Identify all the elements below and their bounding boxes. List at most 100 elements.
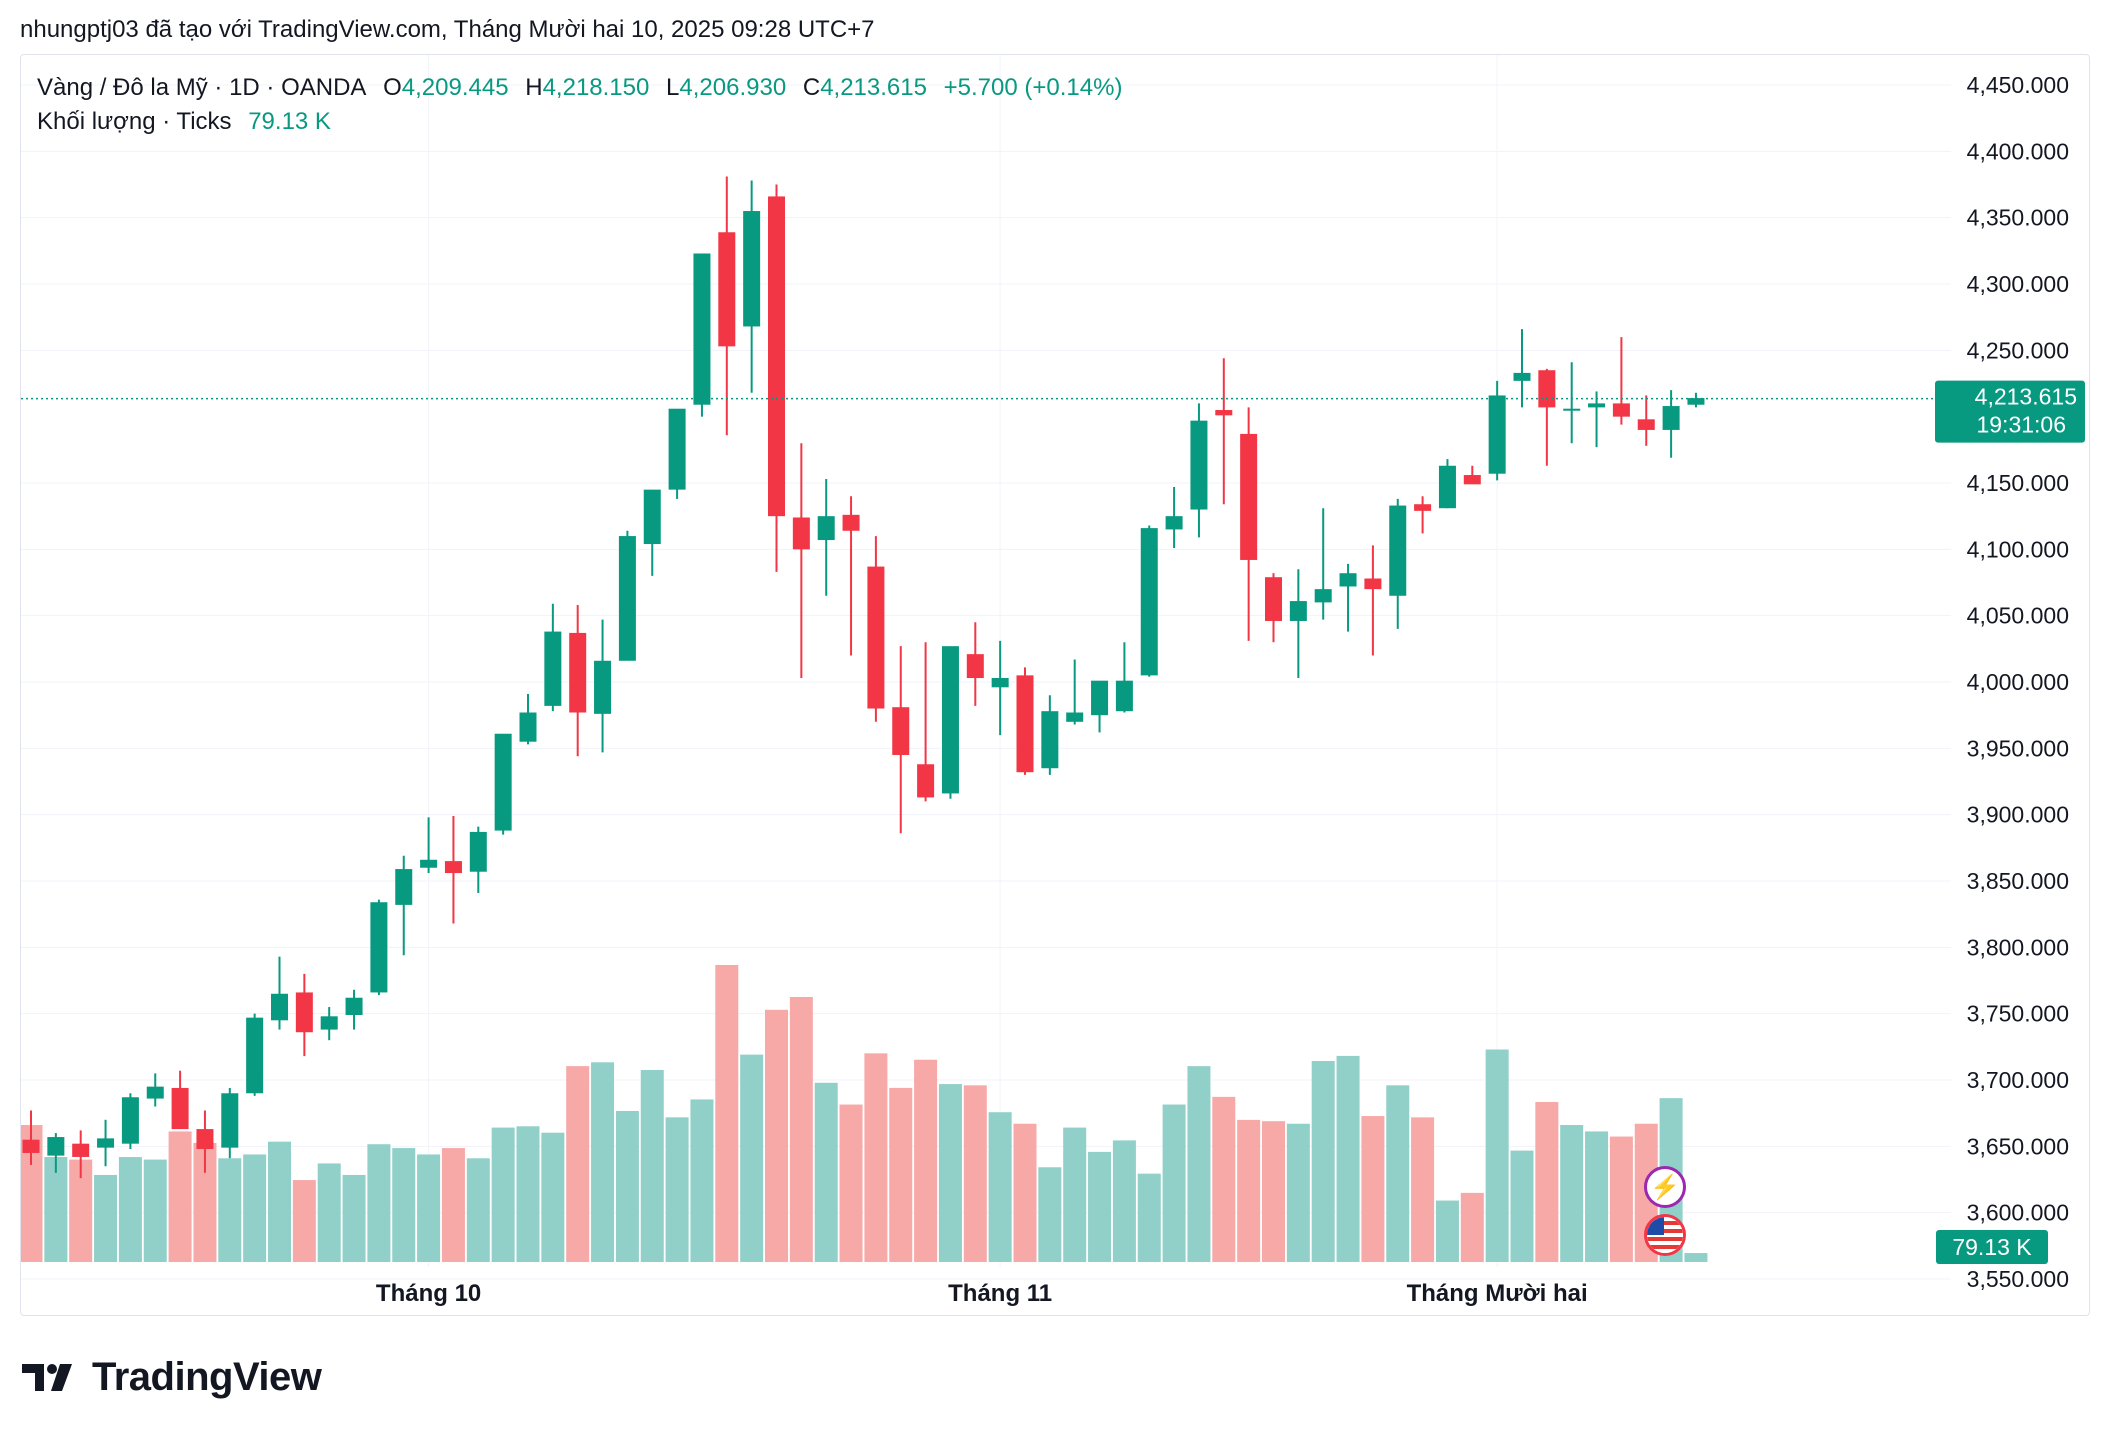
candle-body[interactable] — [295, 992, 313, 1033]
candle-body[interactable] — [1513, 372, 1531, 381]
legend-close-label: C — [802, 74, 821, 101]
candle-body[interactable] — [966, 654, 984, 679]
volume-bar — [1535, 1101, 1559, 1262]
candle-body[interactable] — [196, 1129, 214, 1149]
y-axis-tick-label: 4,250.000 — [1967, 337, 2069, 363]
legend-symbol[interactable]: Vàng / Đô la Mỹ · 1D · OANDA — [37, 74, 367, 101]
candle-body[interactable] — [271, 993, 288, 1021]
candle-body[interactable] — [1389, 505, 1407, 596]
candle-body[interactable] — [1463, 475, 1481, 485]
volume-bar — [640, 1069, 664, 1262]
candle-body[interactable] — [1687, 398, 1705, 405]
y-axis-tick-label: 3,950.000 — [1967, 735, 2069, 761]
candle-body[interactable] — [1538, 370, 1556, 408]
candle-body[interactable] — [768, 196, 785, 517]
volume-bar — [1684, 1253, 1708, 1262]
candle-body[interactable] — [941, 646, 959, 794]
candle-body[interactable] — [97, 1138, 115, 1148]
candle-body[interactable] — [1016, 675, 1034, 773]
candle-body[interactable] — [1190, 420, 1208, 510]
candle-body[interactable] — [917, 764, 935, 798]
volume-bar — [591, 1062, 615, 1262]
candle-body[interactable] — [47, 1137, 65, 1156]
candle-body[interactable] — [395, 869, 413, 905]
candle-body[interactable] — [569, 632, 587, 713]
y-axis-tick-label: 3,750.000 — [1967, 1001, 2069, 1027]
volume-bar — [21, 1125, 43, 1262]
candle-body[interactable] — [469, 831, 487, 872]
candle-body[interactable] — [743, 211, 761, 327]
tradingview-logo[interactable]: TradingView — [22, 1352, 322, 1402]
candle-body[interactable] — [991, 678, 1009, 688]
candle-body[interactable] — [345, 997, 363, 1015]
volume-bar — [889, 1087, 913, 1262]
candle-body[interactable] — [1563, 408, 1581, 411]
candle-body[interactable] — [1662, 406, 1680, 430]
lightning-icon[interactable]: ⚡ — [1644, 1166, 1686, 1208]
candle-body[interactable] — [246, 1017, 264, 1094]
volume-bar — [466, 1158, 490, 1262]
candle-body[interactable] — [867, 566, 885, 709]
candle-body[interactable] — [370, 902, 388, 993]
y-axis-tick-label: 4,300.000 — [1967, 271, 2069, 297]
volume-bar — [118, 1157, 142, 1262]
x-axis-label: Tháng Mười hai — [1407, 1280, 1588, 1307]
candle-body[interactable] — [1289, 601, 1307, 621]
candle-body[interactable] — [1091, 680, 1109, 716]
volume-bar — [1510, 1150, 1534, 1262]
candle-body[interactable] — [1140, 528, 1158, 676]
candle-body[interactable] — [1066, 712, 1084, 722]
candle-body[interactable] — [1215, 410, 1233, 416]
volume-bar — [1088, 1151, 1112, 1262]
candle-body[interactable] — [1165, 516, 1183, 530]
candle-body[interactable] — [1265, 577, 1282, 621]
candle-body[interactable] — [668, 408, 686, 490]
candle-body[interactable] — [519, 712, 537, 742]
candle-body[interactable] — [146, 1086, 164, 1099]
candle-body[interactable] — [1240, 433, 1258, 560]
candle-body[interactable] — [221, 1093, 239, 1148]
candle-body[interactable] — [22, 1139, 40, 1153]
legend-volume-label[interactable]: Khối lượng · Ticks — [37, 108, 232, 135]
volume-bar — [1460, 1192, 1484, 1262]
candle-body[interactable] — [1364, 578, 1382, 590]
candle-body[interactable] — [171, 1087, 189, 1130]
candle-body[interactable] — [320, 1016, 338, 1030]
candle-body[interactable] — [1488, 395, 1506, 474]
volume-bar — [988, 1112, 1012, 1262]
price-chart[interactable]: 4,450.000 4,400.000 4,350.000 4,300.000 4,25… — [21, 55, 2089, 1315]
chart-frame[interactable]: 4,450.000 4,400.000 4,350.000 4,300.000 4,25… — [20, 54, 2090, 1316]
legend-open-label: O — [383, 74, 402, 101]
volume-bar — [1162, 1104, 1186, 1262]
volume-bar — [1585, 1131, 1609, 1262]
candle-body[interactable] — [1637, 419, 1655, 430]
candle-body[interactable] — [72, 1143, 90, 1157]
candle-body[interactable] — [1339, 573, 1357, 587]
us-flag-icon[interactable] — [1644, 1214, 1686, 1256]
candle-body[interactable] — [444, 861, 462, 874]
candle-body[interactable] — [1438, 465, 1456, 509]
candle-body[interactable] — [693, 253, 711, 405]
candle-body[interactable] — [544, 631, 562, 706]
volume-bar — [1560, 1125, 1584, 1262]
candle-body[interactable] — [1041, 711, 1059, 769]
candle-body[interactable] — [842, 514, 860, 531]
candle-body[interactable] — [1612, 403, 1630, 417]
candle-body[interactable] — [718, 232, 736, 347]
candle-body[interactable] — [792, 517, 810, 550]
legend-change: +5.700 (+0.14%) — [943, 74, 1123, 101]
candle-body[interactable] — [817, 516, 835, 541]
candle-body[interactable] — [1314, 589, 1332, 603]
candle-body[interactable] — [892, 707, 910, 755]
candle-body[interactable] — [121, 1097, 139, 1144]
candle-body[interactable] — [1414, 504, 1432, 511]
candle-body[interactable] — [420, 859, 438, 868]
candle-body[interactable] — [643, 489, 661, 545]
candle-body[interactable] — [494, 733, 512, 831]
candle-body[interactable] — [1115, 680, 1133, 712]
candle-body[interactable] — [1588, 403, 1606, 408]
y-axis-tick-label: 4,150.000 — [1967, 470, 2069, 496]
candle-body[interactable] — [618, 536, 636, 661]
candle-body[interactable] — [594, 660, 612, 714]
volume-bar — [665, 1117, 689, 1262]
